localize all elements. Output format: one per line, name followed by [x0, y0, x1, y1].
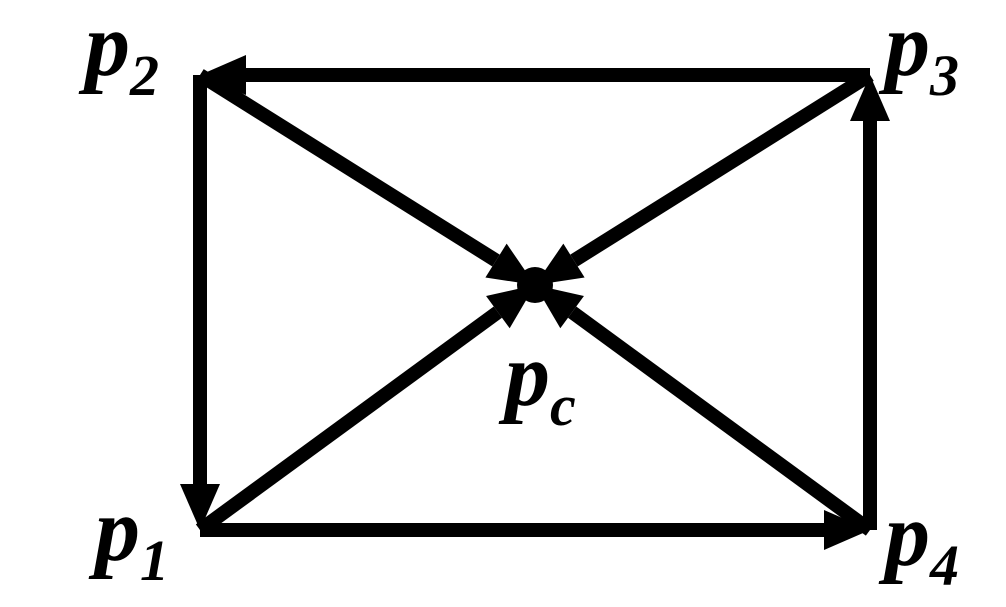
- edge-line: [574, 75, 870, 261]
- node-label-p3: p3: [878, 0, 959, 108]
- edge-line: [200, 75, 496, 261]
- node-label-pc: pc: [498, 326, 576, 438]
- edge-line: [200, 312, 498, 530]
- graph-diagram: p1 p2 p3 p4 pc: [0, 0, 1006, 607]
- node-label-p1: p1: [88, 481, 169, 593]
- node-label-p4: p4: [878, 486, 959, 598]
- node-label-p2: p2: [78, 0, 159, 108]
- edge-line: [572, 312, 870, 530]
- node-dot-pc: [517, 267, 553, 303]
